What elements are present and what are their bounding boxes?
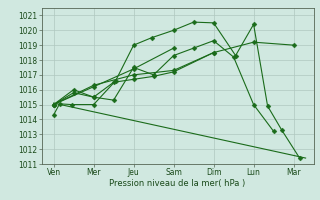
X-axis label: Pression niveau de la mer( hPa ): Pression niveau de la mer( hPa ): [109, 179, 246, 188]
